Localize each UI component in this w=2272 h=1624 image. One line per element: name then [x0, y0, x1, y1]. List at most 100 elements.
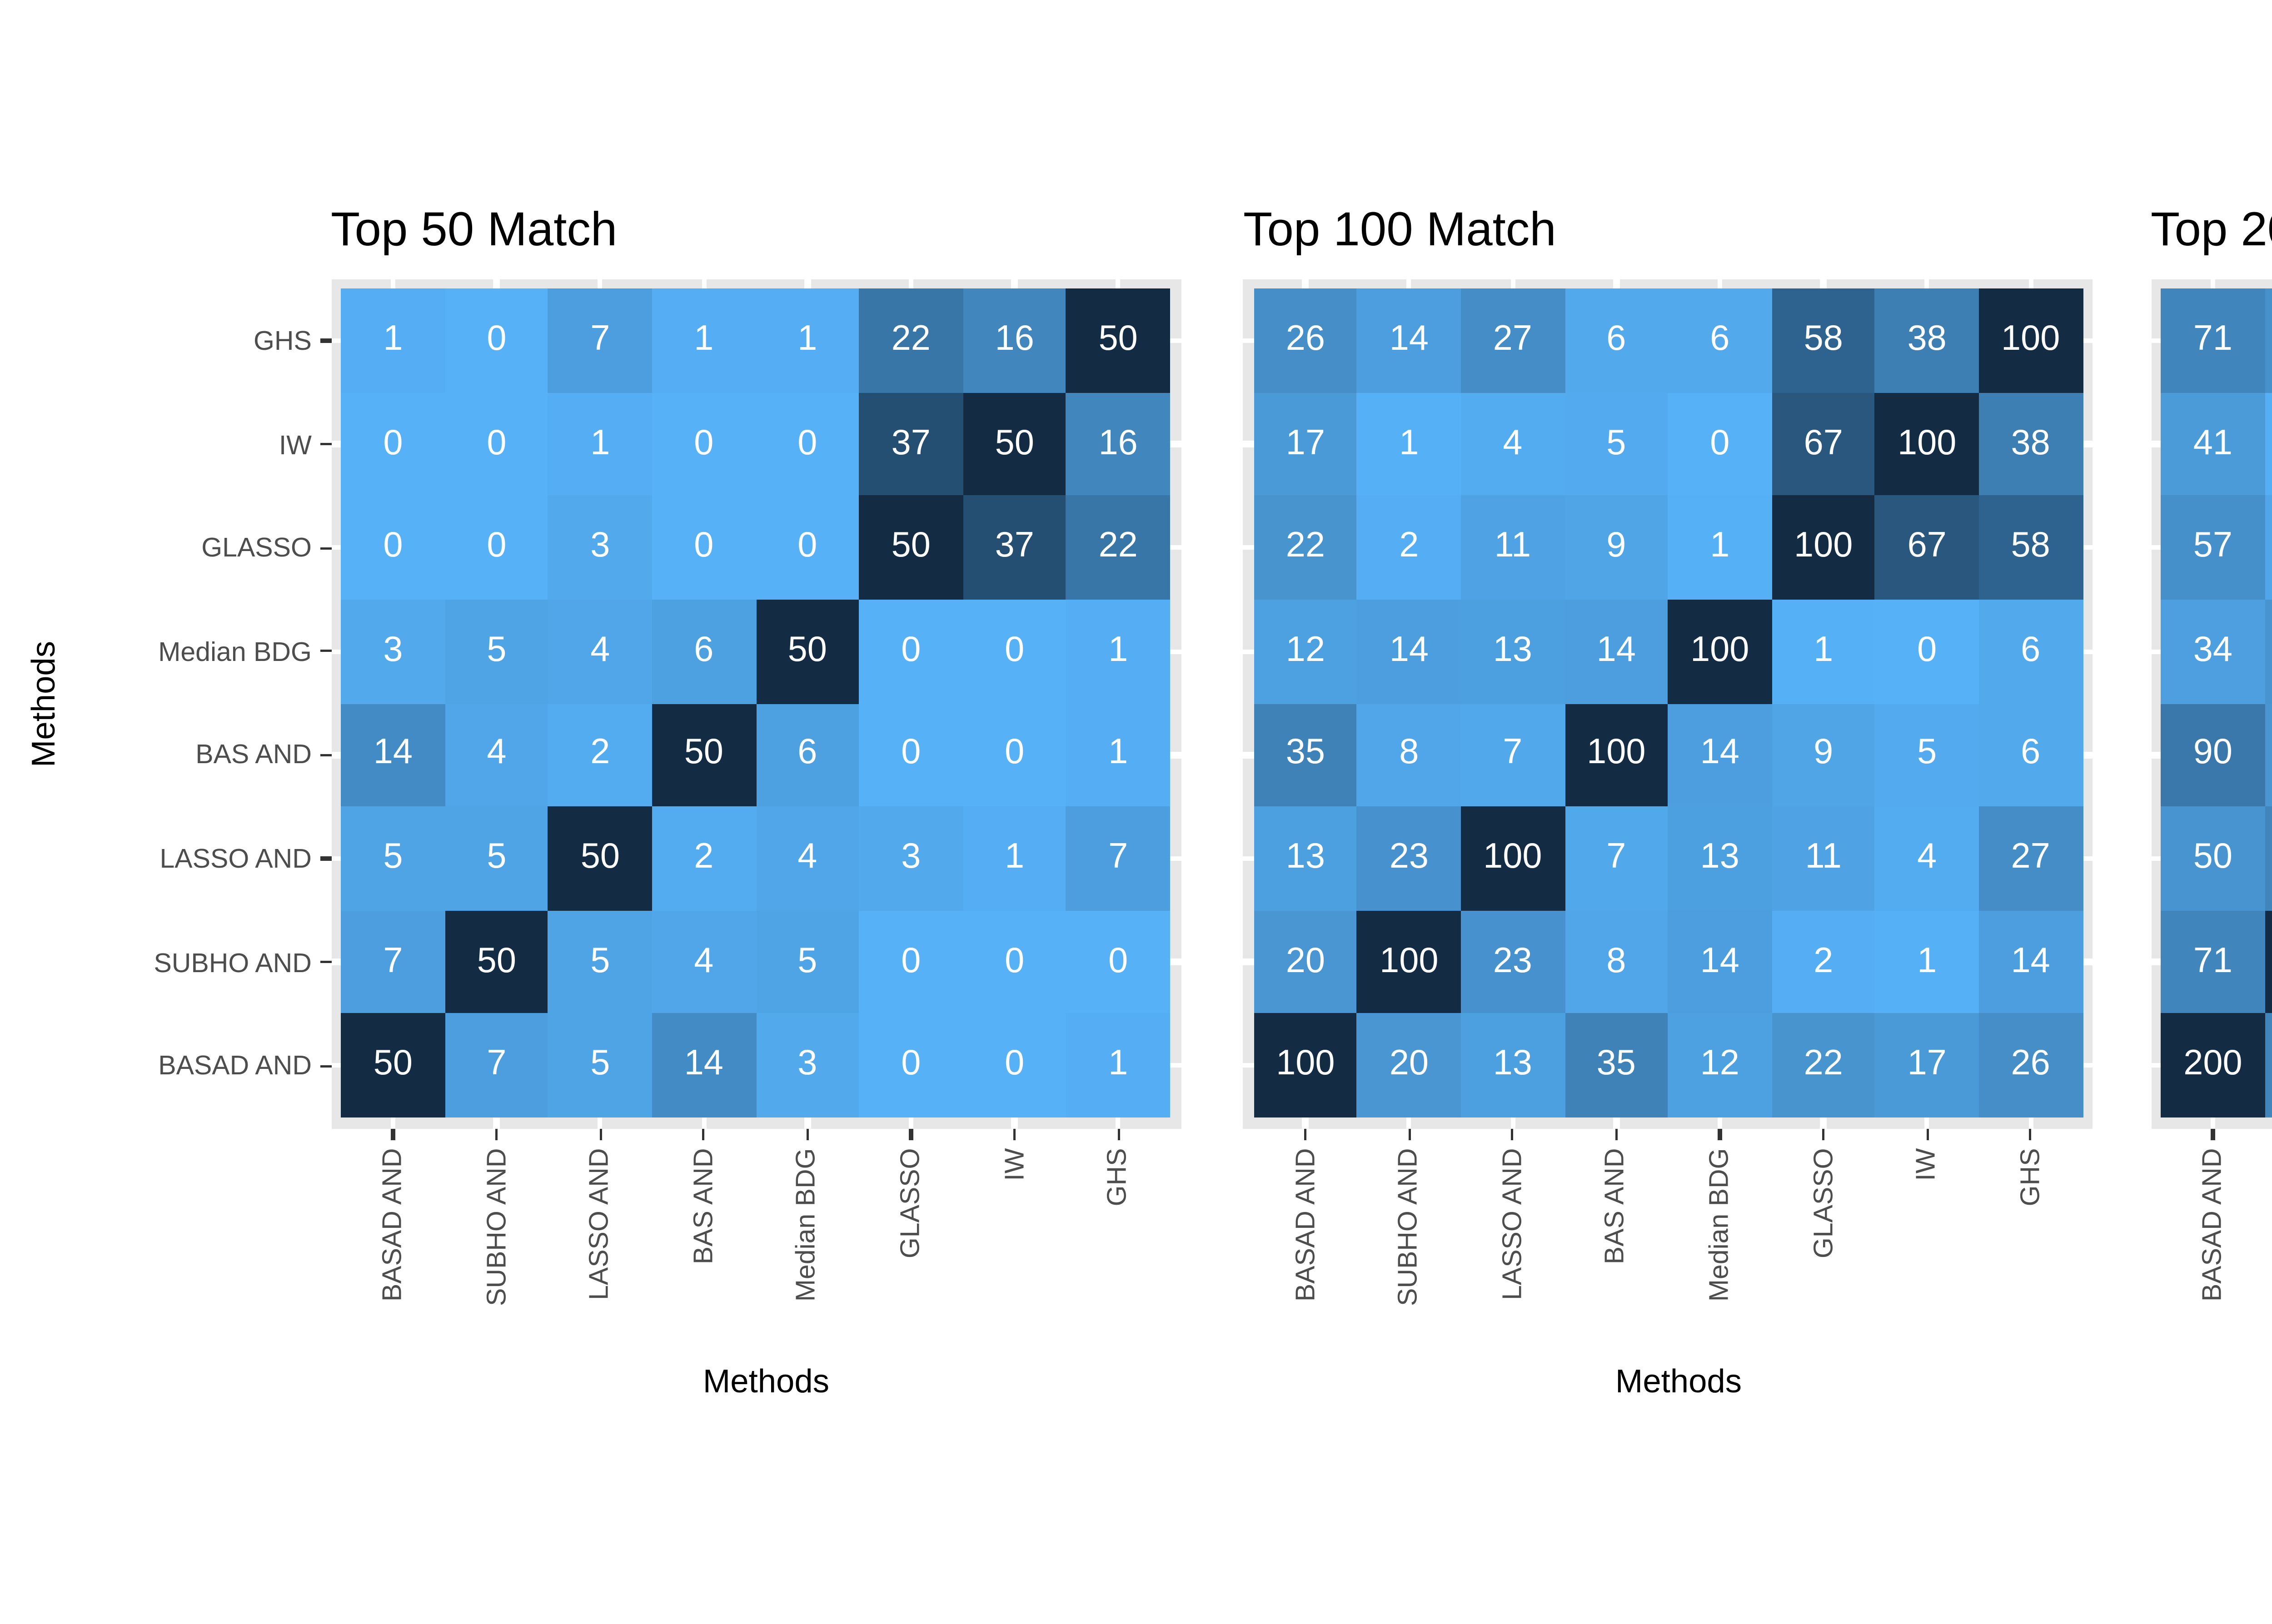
heatmap-cell: 50	[2161, 806, 2265, 910]
heatmap-cell: 57	[2161, 496, 2265, 600]
x-tick-mark	[1511, 1127, 1515, 1139]
heatmap-cell: 0	[859, 599, 963, 703]
heatmap-cell: 23	[1460, 910, 1564, 1014]
x-tick-label: Median BDG	[790, 1147, 822, 1301]
x-tick-mark	[1116, 1127, 1120, 1139]
x-tick-mark	[806, 1127, 809, 1139]
heatmap-cell: 2	[548, 703, 652, 807]
heatmap-cell: 22	[859, 288, 963, 392]
heatmap-cell: 6	[1564, 288, 1668, 392]
heatmap-cell: 14	[1668, 910, 1772, 1014]
heatmap-cell: 7	[1066, 806, 1170, 910]
heatmap-cell: 14	[1357, 599, 1461, 703]
heatmap-cell: 9	[1564, 496, 1668, 600]
heatmap-panel-top-100: 26 14 27 6 6 58 38 100 17 1 4 5 0 67 100 38 22 2 11 9 1 100 67…	[1243, 278, 2093, 1128]
heatmap-cell: 3	[755, 1013, 859, 1117]
heatmap-cell: 41	[2161, 392, 2265, 496]
heatmap-cell: 16	[1066, 392, 1170, 496]
heatmap-cell: 20	[1253, 910, 1357, 1014]
heatmap-cell: 4	[755, 806, 859, 910]
heatmap-cell: 9	[1771, 703, 1875, 807]
heatmap-cell: 0	[444, 392, 548, 496]
x-tick-label: GLASSO	[1806, 1147, 1839, 1257]
heatmap-cell: 50	[755, 599, 859, 703]
x-tick-label: GLASSO	[894, 1147, 926, 1257]
y-tick-label: BASAD AND	[158, 1049, 312, 1082]
heatmap-cell: 5	[548, 1013, 652, 1117]
y-tick-mark	[319, 857, 331, 860]
x-tick-mark	[1304, 1127, 1307, 1139]
x-tick-label: GHS	[2013, 1147, 2046, 1205]
heatmap-cell: 14	[341, 703, 445, 807]
heatmap-cell: 17	[1875, 1013, 1979, 1117]
heatmap-cell: 0	[962, 1013, 1066, 1117]
heatmap-cell: 26	[1253, 288, 1357, 392]
heatmap-cell: 0	[859, 703, 963, 807]
heatmap-cell: 100	[1564, 703, 1668, 807]
heatmap-cell: 0	[755, 392, 859, 496]
heatmap-cell: 0	[652, 496, 756, 600]
heatmap-cell: 6	[652, 599, 756, 703]
heatmap-cell: 14	[1978, 910, 2083, 1014]
y-tick-label: BAS AND	[195, 739, 312, 771]
heatmap-cell: 11	[1460, 496, 1564, 600]
heatmap-cells: 7155863027123942004112301791462009457255…	[2161, 288, 2272, 1117]
heatmap-cell: 27	[1460, 288, 1564, 392]
heatmap-cell: 0	[652, 392, 756, 496]
panel-title-top-200: Top 200 Match	[2150, 204, 2272, 257]
heatmap-cell: 0	[962, 703, 1066, 807]
heatmap-cell: 1	[652, 288, 756, 392]
heatmap-cell: 1	[1668, 496, 1772, 600]
heatmap-cell: 20	[1357, 1013, 1461, 1117]
y-tick-mark	[319, 960, 331, 964]
heatmap-cell: 5	[341, 806, 445, 910]
panel-title-top-100: Top 100 Match	[1243, 204, 1556, 257]
y-tick-label: GLASSO	[201, 531, 312, 564]
heatmap-cell: 0	[444, 288, 548, 392]
heatmap-cell: 7	[1460, 703, 1564, 807]
heatmap-cell: 1	[1875, 910, 1979, 1014]
heatmap-cell: 0	[1875, 599, 1979, 703]
heatmap-cell: 50	[652, 703, 756, 807]
heatmap-cell: 1	[1066, 703, 1170, 807]
heatmap-cell: 7	[444, 1013, 548, 1117]
heatmap-cell: 13	[1668, 806, 1772, 910]
heatmap-cell: 71	[2161, 288, 2265, 392]
heatmap-cell: 3	[548, 496, 652, 600]
heatmap-cell: 26	[1978, 1013, 2083, 1117]
heatmap-cell: 200	[2264, 910, 2272, 1014]
x-tick-mark	[1407, 1127, 1411, 1139]
x-tick-mark	[1822, 1127, 1825, 1139]
heatmap-cell: 100	[1771, 496, 1875, 600]
heatmap-cell: 58	[1771, 288, 1875, 392]
heatmap-cell: 5	[444, 599, 548, 703]
x-tick-label: LASSO AND	[583, 1147, 615, 1299]
x-tick-label: BAS AND	[1599, 1147, 1631, 1263]
y-tick-mark	[319, 442, 331, 446]
heatmap-cell: 35	[1564, 1013, 1668, 1117]
heatmap-cell: 7	[548, 288, 652, 392]
x-tick-label: BASAD AND	[1288, 1147, 1320, 1301]
heatmap-cell: 100	[1978, 288, 2083, 392]
heatmap-cell: 1	[1066, 599, 1170, 703]
heatmap-cell: 67	[1771, 392, 1875, 496]
heatmap-cell: 0	[341, 496, 445, 600]
heatmap-cell: 100	[1357, 910, 1461, 1014]
x-axis-title-3: Methods	[2161, 1365, 2272, 1406]
x-tick-mark	[2211, 1127, 2215, 1139]
heatmap-cell: 6	[1978, 599, 2083, 703]
heatmap-cell: 4	[652, 910, 756, 1014]
heatmap-cell: 6	[1978, 703, 2083, 807]
heatmap-cell: 35	[1253, 703, 1357, 807]
heatmap-cell: 11	[1771, 806, 1875, 910]
heatmap-cell: 16	[962, 288, 1066, 392]
heatmap-cell: 2	[1357, 496, 1461, 600]
heatmap-cell: 5	[1875, 703, 1979, 807]
heatmap-cell: 100	[1253, 1013, 1357, 1117]
x-tick-mark	[1718, 1127, 1722, 1139]
heatmap-cell: 5	[548, 910, 652, 1014]
heatmap-cell: 47	[2264, 703, 2272, 807]
y-tick-label: IW	[279, 428, 312, 460]
heatmap-cell: 3	[341, 599, 445, 703]
heatmap-cell: 6	[1668, 288, 1772, 392]
